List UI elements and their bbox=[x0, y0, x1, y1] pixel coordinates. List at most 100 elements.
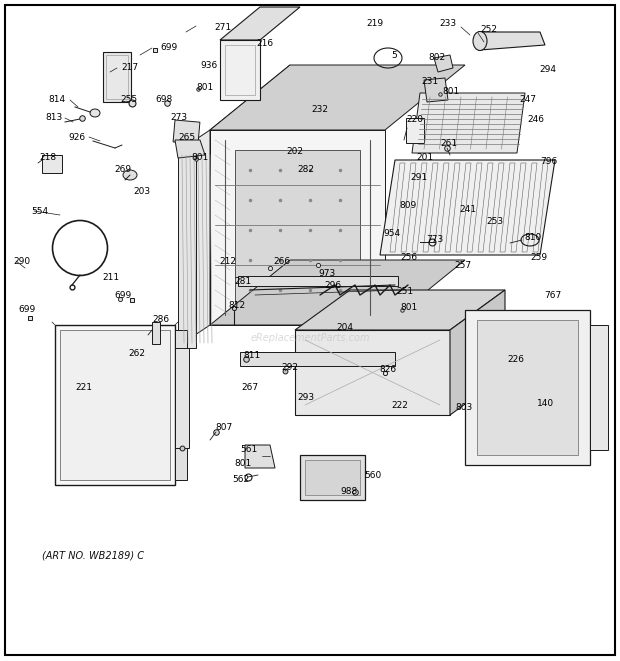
Text: 803: 803 bbox=[455, 403, 472, 412]
Text: 201: 201 bbox=[417, 153, 433, 161]
Text: 801: 801 bbox=[401, 303, 418, 311]
Bar bbox=[220, 40, 260, 100]
Text: 767: 767 bbox=[544, 290, 562, 299]
Text: 219: 219 bbox=[366, 19, 384, 28]
Text: (ART NO. WB2189) C: (ART NO. WB2189) C bbox=[42, 550, 144, 560]
Text: 256: 256 bbox=[401, 253, 417, 262]
Bar bbox=[103, 52, 131, 102]
Text: 801: 801 bbox=[197, 83, 214, 91]
Text: 241: 241 bbox=[459, 204, 477, 214]
Text: 140: 140 bbox=[538, 399, 554, 408]
Text: 273: 273 bbox=[170, 112, 188, 122]
Bar bbox=[305, 460, 360, 495]
Text: 802: 802 bbox=[428, 54, 446, 63]
Text: 699: 699 bbox=[161, 44, 177, 52]
Bar bbox=[55, 325, 175, 485]
Text: 262: 262 bbox=[128, 348, 146, 358]
Text: 813: 813 bbox=[45, 114, 63, 122]
Text: 217: 217 bbox=[122, 63, 138, 73]
Bar bbox=[42, 155, 62, 173]
Text: 954: 954 bbox=[383, 229, 401, 239]
Text: 811: 811 bbox=[244, 350, 260, 360]
Polygon shape bbox=[220, 7, 300, 40]
Text: 561: 561 bbox=[241, 444, 258, 453]
Polygon shape bbox=[424, 78, 448, 102]
Bar bbox=[240, 352, 395, 366]
Text: 271: 271 bbox=[215, 24, 231, 32]
Text: 286: 286 bbox=[153, 315, 169, 323]
Bar bbox=[300, 455, 365, 500]
Bar bbox=[235, 150, 360, 305]
Text: 266: 266 bbox=[273, 256, 291, 266]
Polygon shape bbox=[295, 330, 450, 415]
Text: 282: 282 bbox=[298, 165, 314, 173]
Text: 221: 221 bbox=[76, 383, 92, 393]
Text: 814: 814 bbox=[48, 95, 66, 104]
Text: 218: 218 bbox=[40, 153, 56, 161]
Text: 281: 281 bbox=[234, 276, 252, 286]
Polygon shape bbox=[180, 130, 210, 345]
Polygon shape bbox=[210, 260, 465, 325]
Polygon shape bbox=[210, 65, 290, 325]
Text: 5: 5 bbox=[391, 50, 397, 59]
Text: 988: 988 bbox=[340, 488, 358, 496]
Bar bbox=[210, 130, 385, 325]
Text: 554: 554 bbox=[32, 206, 48, 215]
Text: 212: 212 bbox=[219, 256, 236, 266]
Text: 226: 226 bbox=[508, 356, 525, 364]
Bar bbox=[175, 330, 187, 480]
Ellipse shape bbox=[90, 109, 100, 117]
Text: 796: 796 bbox=[541, 157, 557, 167]
Text: 222: 222 bbox=[392, 401, 409, 410]
Text: 247: 247 bbox=[520, 95, 536, 104]
Text: 812: 812 bbox=[228, 301, 246, 309]
Bar bbox=[590, 325, 608, 450]
Text: 203: 203 bbox=[133, 188, 151, 196]
Bar bbox=[238, 276, 398, 286]
Text: 560: 560 bbox=[365, 471, 382, 481]
Text: 809: 809 bbox=[399, 200, 417, 210]
Text: 255: 255 bbox=[120, 95, 138, 104]
Ellipse shape bbox=[123, 170, 137, 180]
Text: 220: 220 bbox=[407, 116, 423, 124]
Text: 269: 269 bbox=[115, 165, 131, 175]
Text: 252: 252 bbox=[480, 26, 497, 34]
Polygon shape bbox=[245, 445, 275, 468]
Text: 259: 259 bbox=[531, 253, 547, 262]
Text: 562: 562 bbox=[232, 475, 250, 483]
Polygon shape bbox=[295, 290, 505, 330]
Polygon shape bbox=[380, 160, 555, 255]
Text: 826: 826 bbox=[379, 366, 397, 375]
Text: 936: 936 bbox=[200, 61, 218, 71]
Text: 204: 204 bbox=[337, 323, 353, 332]
Bar bbox=[173, 120, 200, 144]
Polygon shape bbox=[480, 32, 545, 50]
Text: 267: 267 bbox=[241, 383, 259, 393]
Bar bbox=[152, 322, 160, 344]
Text: 261: 261 bbox=[440, 139, 458, 147]
Text: 699: 699 bbox=[19, 305, 35, 315]
Text: 294: 294 bbox=[539, 65, 557, 73]
Text: 246: 246 bbox=[528, 116, 544, 124]
Text: 773: 773 bbox=[427, 235, 444, 245]
Text: 801: 801 bbox=[234, 459, 252, 467]
Text: 973: 973 bbox=[319, 270, 335, 278]
Ellipse shape bbox=[473, 32, 487, 50]
Text: 293: 293 bbox=[298, 393, 314, 401]
Text: 232: 232 bbox=[311, 106, 329, 114]
Text: 253: 253 bbox=[487, 217, 503, 227]
Text: 810: 810 bbox=[525, 233, 542, 241]
Bar bbox=[465, 310, 590, 465]
Bar bbox=[60, 330, 170, 480]
Polygon shape bbox=[210, 65, 465, 130]
Text: 202: 202 bbox=[286, 147, 304, 157]
Polygon shape bbox=[175, 140, 205, 158]
Text: 291: 291 bbox=[410, 173, 428, 182]
Text: 265: 265 bbox=[179, 132, 195, 141]
Text: 698: 698 bbox=[156, 95, 172, 104]
Text: 231: 231 bbox=[422, 77, 438, 85]
Text: 290: 290 bbox=[14, 256, 30, 266]
Polygon shape bbox=[412, 93, 525, 153]
Bar bbox=[175, 348, 189, 448]
Polygon shape bbox=[450, 290, 505, 415]
